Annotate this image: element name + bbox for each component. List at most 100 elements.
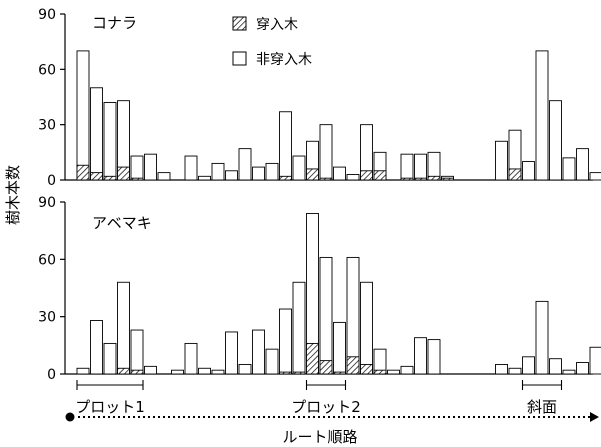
bar-unbored	[522, 161, 535, 181]
bar-bored	[427, 175, 441, 181]
bar-unbored	[562, 369, 576, 375]
bar-unbored	[414, 153, 427, 181]
y-tick-label: 90	[38, 7, 56, 23]
bar-unbored	[265, 162, 279, 181]
bar-unbored	[387, 369, 400, 375]
bar-unbored	[130, 329, 144, 375]
bar-unbored	[279, 308, 292, 375]
bar-unbored	[495, 140, 508, 181]
segment-label: プロット2	[291, 398, 361, 416]
panel-label-abemaki: アベマキ	[92, 214, 152, 232]
bar-bored	[508, 168, 522, 181]
y-tick-label: 30	[38, 310, 56, 326]
bar-unbored	[549, 358, 562, 375]
bar-unbored	[130, 155, 144, 181]
bar-unbored	[535, 300, 549, 375]
bar-bored	[292, 371, 306, 375]
bar-unbored	[522, 356, 535, 375]
bar-unbored	[225, 170, 238, 181]
bar-bored	[373, 369, 387, 375]
bar-bored	[90, 172, 103, 181]
y-tick-label: 60	[38, 62, 56, 78]
segment-label: プロット1	[75, 398, 145, 416]
bar-unbored	[333, 166, 346, 181]
bar-unbored	[103, 102, 117, 181]
bar-bored	[117, 166, 130, 181]
bar-bored	[306, 168, 319, 181]
bar-unbored	[360, 281, 373, 375]
bar-unbored	[535, 50, 549, 181]
bar-unbored	[508, 367, 522, 375]
bar-bored	[306, 342, 319, 375]
bar-unbored	[252, 329, 265, 375]
bar-unbored	[400, 153, 414, 181]
bar-bored	[319, 360, 333, 375]
bar-unbored	[292, 155, 306, 181]
bar-bored	[319, 177, 333, 181]
y-tick-label: 30	[38, 118, 56, 134]
bar-unbored	[211, 162, 225, 181]
bar-unbored	[427, 339, 441, 375]
panel-abemaki: 0 30 60 90	[38, 195, 601, 383]
bar-unbored	[184, 342, 198, 375]
legend-swatch-bored	[232, 16, 247, 31]
bar-bored	[346, 356, 360, 375]
bar-unbored	[117, 281, 130, 375]
bar-unbored	[292, 281, 306, 375]
bar-bored	[414, 177, 427, 181]
bar-unbored	[144, 153, 157, 181]
bar-unbored	[495, 363, 508, 375]
bar-unbored	[238, 148, 252, 181]
bar-bored	[130, 177, 144, 181]
legend-swatch-unbored	[232, 51, 247, 66]
bar-unbored	[211, 369, 225, 375]
bar-unbored	[319, 256, 333, 375]
bar-unbored	[90, 320, 103, 375]
bar-unbored	[252, 166, 265, 181]
bar-bored	[279, 175, 292, 181]
bar-unbored	[400, 365, 414, 375]
legend-label-bored: 穿入木	[256, 17, 298, 33]
bar-unbored	[198, 175, 211, 181]
legend-label-unbored: 非穿入木	[256, 52, 312, 68]
bar-unbored	[576, 148, 589, 181]
bar-unbored	[184, 155, 198, 181]
bar-unbored	[225, 331, 238, 375]
route-segment: プロット2	[291, 380, 361, 416]
route-segment: プロット1	[75, 380, 145, 416]
bar-unbored	[238, 363, 252, 375]
route-arrow-head	[590, 412, 599, 422]
bar-unbored	[90, 87, 103, 181]
bar-unbored	[103, 342, 117, 375]
bar-bored	[130, 369, 144, 375]
y-tick-label: 0	[47, 367, 56, 383]
segment-label: 斜面	[527, 398, 557, 416]
bar-unbored	[414, 337, 427, 375]
bar-unbored	[198, 367, 211, 375]
x-axis-label: ルート順路	[282, 428, 357, 446]
bar-unbored	[589, 346, 601, 375]
y-tick-label: 90	[38, 195, 56, 211]
bar-bored	[117, 367, 130, 375]
bar-unbored	[76, 50, 90, 181]
bar-unbored	[265, 348, 279, 375]
bar-unbored	[427, 151, 441, 181]
route-segment: 斜面	[521, 380, 563, 416]
bar-bored	[400, 177, 414, 181]
bar-unbored	[279, 111, 292, 181]
bar-bored	[441, 177, 454, 181]
bar-bored	[103, 175, 117, 181]
y-axis-label: 樹木本数	[4, 165, 22, 225]
bar-bored	[360, 363, 373, 375]
bar-unbored	[589, 172, 601, 181]
bar-unbored	[346, 174, 360, 181]
bar-unbored	[144, 365, 157, 375]
panel-konara: 0 30 60 90	[38, 7, 601, 189]
bar-unbored	[562, 157, 576, 181]
route-start-dot	[65, 412, 75, 422]
bar-bored	[76, 164, 90, 181]
bar-unbored	[333, 321, 346, 375]
bar-unbored	[157, 172, 171, 181]
bar-bored	[373, 170, 387, 181]
